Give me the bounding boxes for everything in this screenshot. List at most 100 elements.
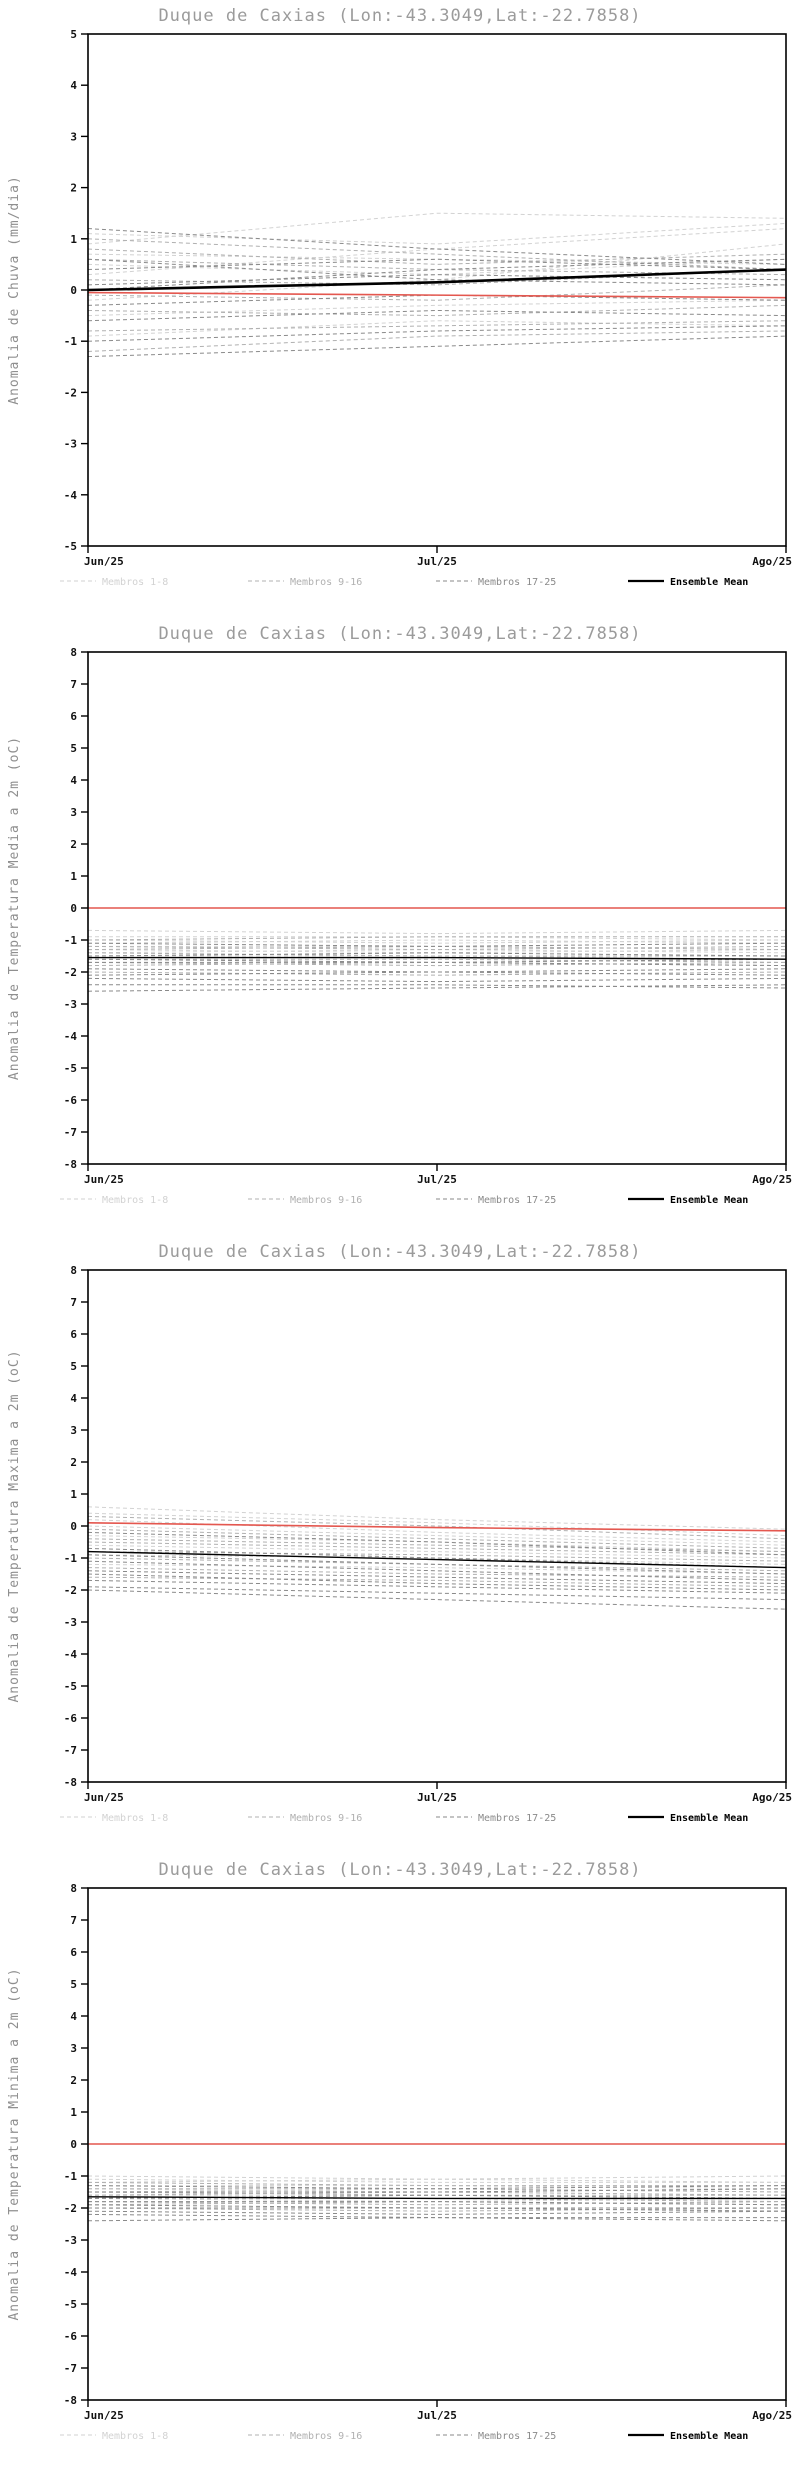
y-tick-label: 4 bbox=[70, 79, 77, 92]
x-tick-label: Jul/25 bbox=[417, 1791, 457, 1804]
chart-anomalia-temp-maxima: Duque de Caxias (Lon:-43.3049,Lat:-22.78… bbox=[0, 1236, 800, 1854]
y-tick-label: 3 bbox=[70, 130, 77, 143]
y-tick-label: -6 bbox=[64, 2330, 78, 2343]
member-line bbox=[88, 2185, 787, 2190]
legend-item-label: Membros 17-25 bbox=[478, 1195, 556, 1206]
chart-anomalia-temp-media: Duque de Caxias (Lon:-43.3049,Lat:-22.78… bbox=[0, 618, 800, 1236]
member-line bbox=[87, 1557, 787, 1572]
member-line bbox=[87, 1519, 787, 1543]
legend-item-label: Membros 9-16 bbox=[290, 1813, 362, 1824]
x-tick-label: Jul/25 bbox=[417, 555, 457, 568]
y-tick-label: -2 bbox=[64, 966, 77, 979]
y-tick-label: -1 bbox=[64, 335, 78, 348]
member-line bbox=[87, 222, 787, 245]
member-line bbox=[87, 1535, 787, 1553]
y-tick-label: 3 bbox=[70, 2042, 77, 2055]
member-line bbox=[87, 945, 787, 951]
y-tick-label: -2 bbox=[64, 1584, 77, 1597]
y-tick-label: 5 bbox=[70, 28, 77, 41]
y-tick-label: 5 bbox=[70, 1978, 77, 1991]
member-line bbox=[87, 977, 787, 983]
member-line bbox=[87, 984, 787, 992]
legend-item-label: Ensemble Mean bbox=[670, 577, 748, 588]
y-tick-label: -4 bbox=[64, 2266, 78, 2279]
legend-item-label: Membros 17-25 bbox=[478, 577, 556, 588]
member-line bbox=[87, 2213, 786, 2219]
y-tick-label: -2 bbox=[64, 386, 77, 399]
x-tick-label: Jul/25 bbox=[417, 1173, 457, 1186]
member-line bbox=[87, 971, 787, 976]
member-line bbox=[87, 1560, 787, 1581]
member-line bbox=[87, 968, 787, 973]
plot-frame bbox=[87, 33, 787, 547]
member-line bbox=[87, 961, 787, 967]
ensemble-mean-line bbox=[87, 268, 787, 292]
member-line bbox=[87, 258, 787, 286]
member-line bbox=[87, 2210, 787, 2215]
member-line bbox=[87, 939, 787, 944]
member-line bbox=[87, 325, 787, 342]
y-tick-label: 1 bbox=[70, 233, 77, 246]
chart-legend: Membros 1-8 Membros 9-16 Membros 17-25 Ense… bbox=[60, 1195, 748, 1206]
member-line bbox=[88, 2201, 787, 2206]
member-line bbox=[87, 2191, 787, 2196]
y-tick-label: -7 bbox=[64, 1126, 77, 1139]
member-line bbox=[87, 309, 787, 322]
member-line bbox=[87, 330, 787, 352]
member-line bbox=[87, 939, 787, 944]
y-tick-label: 7 bbox=[70, 1914, 77, 1927]
member-line bbox=[87, 1515, 787, 1540]
member-line bbox=[87, 2217, 787, 2222]
y-tick-label: -7 bbox=[64, 2362, 77, 2375]
member-line bbox=[87, 1563, 787, 1575]
y-axis: -5 -4 -3 -2 -1 0 1 2 3 4 5 bbox=[64, 28, 88, 553]
legend-item-label: Membros 17-25 bbox=[478, 2431, 556, 2442]
y-tick-label: 5 bbox=[70, 742, 77, 755]
y-tick-label: -2 bbox=[64, 2202, 77, 2215]
member-line bbox=[87, 238, 787, 271]
chart-title: Duque de Caxias (Lon:-43.3049,Lat:-22.78… bbox=[158, 1242, 641, 1262]
member-line bbox=[87, 929, 787, 935]
chart-title: Duque de Caxias (Lon:-43.3049,Lat:-22.78… bbox=[158, 1860, 641, 1880]
member-line bbox=[87, 2201, 787, 2206]
chart-anomalia-temp-minima: Duque de Caxias (Lon:-43.3049,Lat:-22.78… bbox=[0, 1854, 800, 2472]
legend-item-label: Membros 9-16 bbox=[290, 577, 362, 588]
legend-item-label: Ensemble Mean bbox=[670, 2431, 748, 2442]
member-line bbox=[87, 1579, 787, 1594]
member-line bbox=[87, 1528, 787, 1549]
plot-frame bbox=[87, 1269, 787, 1783]
x-axis: Jun/25 Jul/25 Ago/25 bbox=[84, 1782, 792, 1804]
member-line bbox=[87, 1586, 787, 1601]
y-tick-label: -6 bbox=[64, 1712, 78, 1725]
member-line bbox=[88, 2188, 787, 2193]
y-tick-label: 3 bbox=[70, 806, 77, 819]
member-line bbox=[88, 2207, 787, 2212]
y-tick-label: -8 bbox=[64, 1158, 77, 1171]
member-line bbox=[87, 1531, 787, 1556]
member-line bbox=[87, 2194, 787, 2199]
member-line bbox=[87, 1554, 787, 1575]
y-tick-label: 4 bbox=[70, 2010, 77, 2023]
member-line bbox=[87, 961, 787, 967]
x-axis: Jun/25 Jul/25 Ago/25 bbox=[84, 2400, 792, 2422]
y-tick-label: 2 bbox=[70, 2074, 77, 2087]
chart-legend: Membros 1-8 Membros 9-16 Membros 17-25 Ense… bbox=[60, 1813, 748, 1824]
member-line bbox=[87, 304, 787, 317]
member-line bbox=[87, 2185, 787, 2190]
member-line bbox=[87, 1573, 787, 1591]
member-lines bbox=[87, 1506, 787, 1610]
x-tick-label: Ago/25 bbox=[752, 555, 792, 568]
legend-item-label: Membros 1-8 bbox=[102, 1813, 168, 1824]
member-line bbox=[87, 952, 786, 957]
y-axis-label: Anomalia de Chuva (mm/dia) bbox=[7, 175, 22, 405]
y-tick-label: -5 bbox=[64, 540, 77, 553]
member-line bbox=[87, 2191, 786, 2196]
member-line bbox=[88, 961, 787, 967]
x-tick-label: Jun/25 bbox=[84, 555, 124, 568]
y-tick-label: -3 bbox=[64, 438, 77, 451]
member-line bbox=[87, 248, 787, 265]
plot-frame bbox=[87, 651, 787, 1165]
x-tick-label: Jun/25 bbox=[84, 1173, 124, 1186]
y-tick-label: 1 bbox=[70, 2106, 77, 2119]
